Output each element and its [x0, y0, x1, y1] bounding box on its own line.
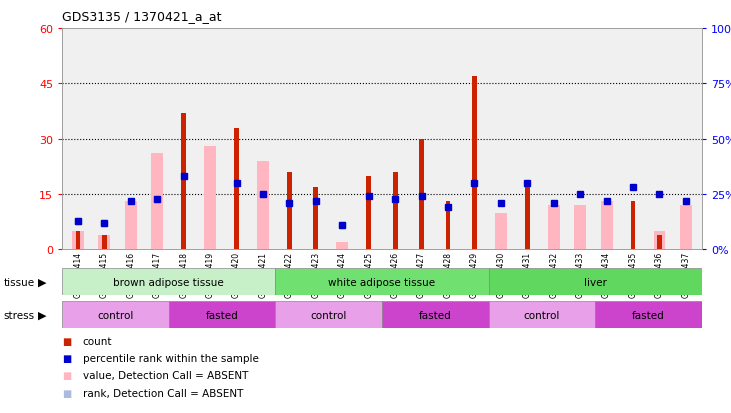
Text: white adipose tissue: white adipose tissue [328, 277, 436, 287]
Text: percentile rank within the sample: percentile rank within the sample [83, 353, 259, 363]
Text: ▶: ▶ [38, 277, 47, 287]
Text: liver: liver [584, 277, 607, 287]
Bar [257, 161, 269, 250]
Bar [125, 202, 137, 250]
Bar [525, 187, 530, 250]
Bar [657, 235, 662, 250]
Bar [419, 140, 424, 250]
Bar [472, 77, 477, 250]
Bar [151, 154, 163, 250]
Bar [631, 202, 635, 250]
Bar [601, 202, 613, 250]
Text: ▶: ▶ [38, 310, 47, 320]
Text: ■: ■ [62, 336, 72, 346]
Bar [72, 231, 84, 250]
Bar [276, 268, 488, 295]
Bar [654, 231, 665, 250]
Bar [234, 128, 239, 250]
Bar [366, 176, 371, 250]
Bar [393, 173, 398, 250]
Text: control: control [311, 310, 346, 320]
Bar [102, 235, 107, 250]
Bar [488, 301, 595, 328]
Bar [62, 301, 169, 328]
Text: ■: ■ [62, 353, 72, 363]
Bar [382, 301, 488, 328]
Bar [314, 187, 318, 250]
Bar [336, 242, 348, 250]
Text: rank, Detection Call = ABSENT: rank, Detection Call = ABSENT [83, 388, 243, 398]
Bar [99, 235, 110, 250]
Text: fasted: fasted [419, 310, 452, 320]
Text: GDS3135 / 1370421_a_at: GDS3135 / 1370421_a_at [62, 10, 221, 23]
Text: stress: stress [4, 310, 35, 320]
Text: value, Detection Call = ABSENT: value, Detection Call = ABSENT [83, 370, 248, 380]
Text: brown adipose tissue: brown adipose tissue [113, 277, 224, 287]
Bar [75, 231, 80, 250]
Bar [488, 268, 702, 295]
Bar [548, 206, 560, 250]
Text: control: control [523, 310, 560, 320]
Bar [680, 206, 692, 250]
Text: ■: ■ [62, 370, 72, 380]
Bar [181, 114, 186, 250]
Bar [169, 301, 276, 328]
Bar [575, 206, 586, 250]
Text: fasted: fasted [632, 310, 664, 320]
Bar [446, 202, 450, 250]
Text: ■: ■ [62, 388, 72, 398]
Bar [495, 213, 507, 250]
Bar [595, 301, 702, 328]
Bar [62, 268, 276, 295]
Text: tissue: tissue [4, 277, 35, 287]
Text: count: count [83, 336, 112, 346]
Text: control: control [97, 310, 134, 320]
Bar [204, 147, 216, 250]
Bar [287, 173, 292, 250]
Bar [276, 301, 382, 328]
Text: fasted: fasted [205, 310, 238, 320]
